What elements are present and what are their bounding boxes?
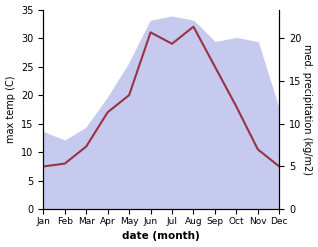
Y-axis label: med. precipitation (kg/m2): med. precipitation (kg/m2) — [302, 44, 313, 175]
Y-axis label: max temp (C): max temp (C) — [5, 76, 16, 143]
X-axis label: date (month): date (month) — [122, 231, 200, 242]
